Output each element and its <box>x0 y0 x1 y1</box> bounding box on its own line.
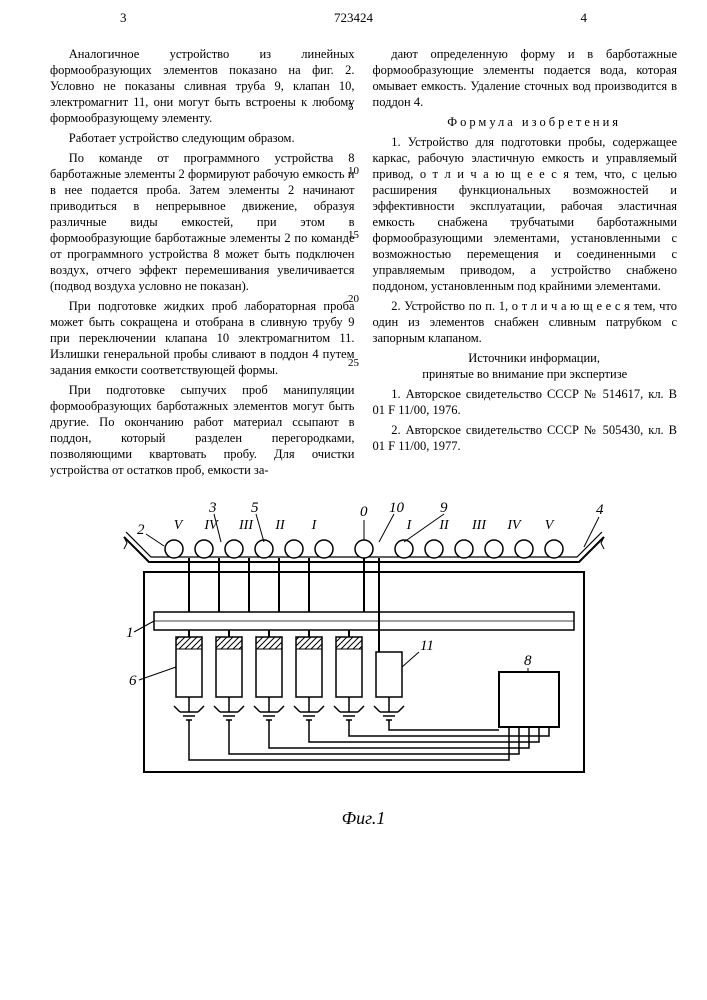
svg-text:II: II <box>274 518 286 533</box>
svg-text:8: 8 <box>524 653 532 669</box>
svg-text:V: V <box>544 518 554 533</box>
lineno: 10 <box>348 164 359 178</box>
lineno: 20 <box>348 292 359 306</box>
para-r1: дают определенную форму и в барботажные … <box>373 46 678 110</box>
sources-title: Источники информации, <box>373 350 678 366</box>
svg-text:III: III <box>471 518 487 533</box>
svg-text:I: I <box>310 518 317 533</box>
svg-text:5: 5 <box>251 502 259 516</box>
para-l5: При подготовке сыпучих проб манипуляции … <box>50 382 355 478</box>
svg-text:9: 9 <box>440 502 448 516</box>
svg-text:6: 6 <box>129 673 137 689</box>
source-1: 1. Авторское свидетельство СССР № 514617… <box>373 386 678 418</box>
right-column: дают определенную форму и в барботажные … <box>373 46 678 482</box>
svg-text:10: 10 <box>389 502 405 516</box>
svg-text:V: V <box>173 518 183 533</box>
lineno: 5 <box>348 100 354 114</box>
svg-text:IV: IV <box>506 518 522 533</box>
svg-text:I: I <box>405 518 412 533</box>
claim-1: 1. Устройство для подготовки пробы, соде… <box>373 134 678 294</box>
svg-text:III: III <box>238 518 254 533</box>
para-l1: Аналогичное устройство из линейных формо… <box>50 46 355 126</box>
lineno: 15 <box>348 228 359 242</box>
svg-text:0: 0 <box>360 504 368 520</box>
svg-text:4: 4 <box>596 502 604 518</box>
figure-caption: Фиг.1 <box>50 808 677 829</box>
figure-svg: V IV III II I I II III IV V 2 3 5 0 10 9… <box>104 502 624 802</box>
sources-sub: принятые во внимание при экспертизе <box>373 366 678 382</box>
source-2: 2. Авторское свидетельство СССР № 505430… <box>373 422 678 454</box>
svg-text:1: 1 <box>126 625 134 641</box>
svg-text:II: II <box>438 518 450 533</box>
svg-text:2: 2 <box>137 522 145 538</box>
para-l3: По команде от программного устройства 8 … <box>50 150 355 294</box>
svg-text:11: 11 <box>420 638 434 654</box>
para-l2: Работает устройство следующим образом. <box>50 130 355 146</box>
svg-text:3: 3 <box>208 502 217 516</box>
claims-title: Формула изобретения <box>373 114 678 130</box>
claim-2: 2. Устройство по п. 1, о т л и ч а ю щ е… <box>373 298 678 346</box>
figure-1: V IV III II I I II III IV V 2 3 5 0 10 9… <box>50 502 677 829</box>
lineno: 25 <box>348 356 359 370</box>
para-l4: При подготовке жидких проб лабораторная … <box>50 298 355 378</box>
left-column: Аналогичное устройство из линейных формо… <box>50 46 355 482</box>
patent-number: 723424 <box>0 10 707 26</box>
